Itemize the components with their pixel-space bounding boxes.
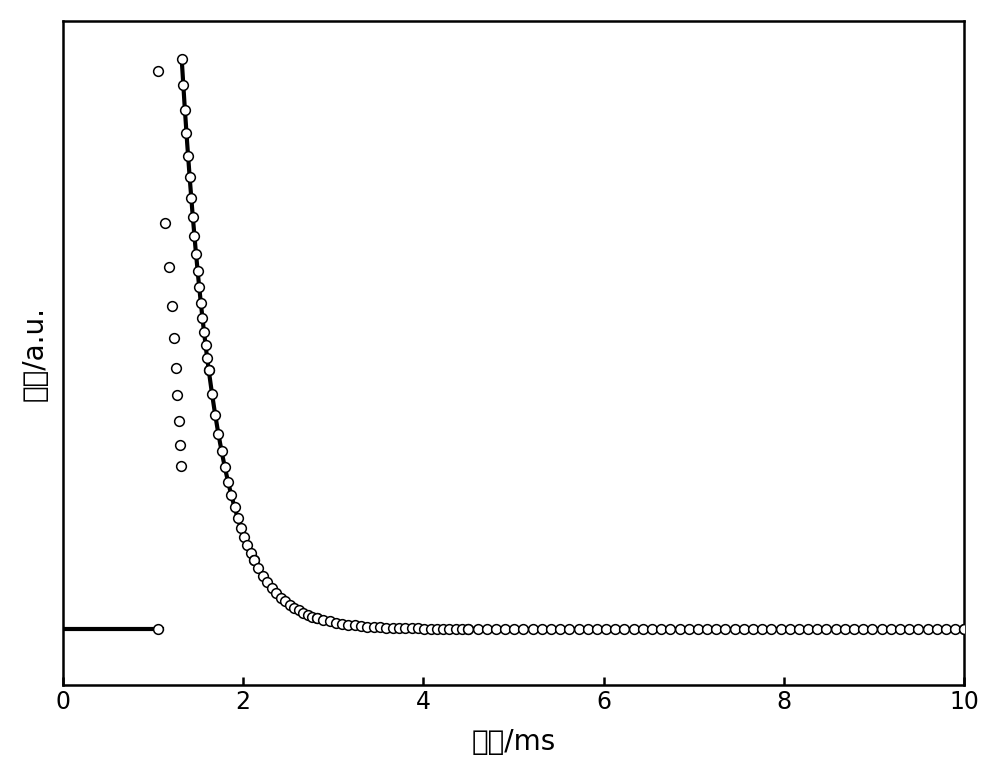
Y-axis label: 强度/a.u.: 强度/a.u. xyxy=(21,305,49,401)
X-axis label: 寿命/ms: 寿命/ms xyxy=(471,728,556,756)
